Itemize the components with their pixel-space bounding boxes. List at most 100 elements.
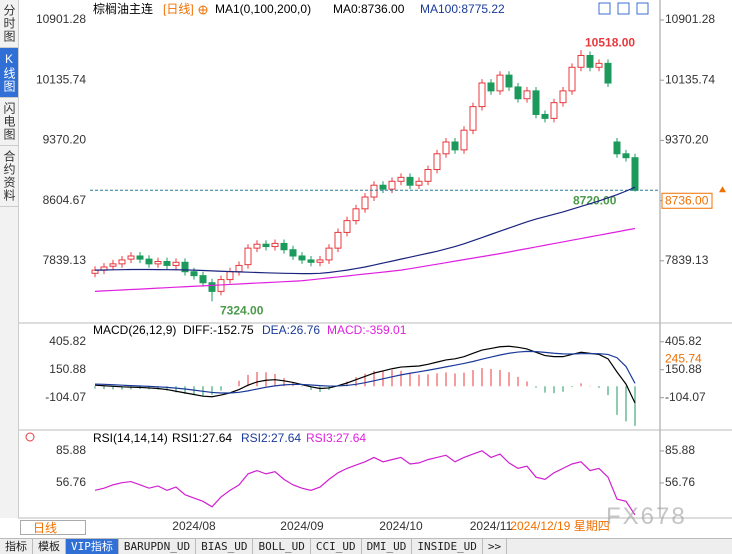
candle-body bbox=[262, 243, 270, 248]
y-tick-label: -104.07 bbox=[45, 390, 86, 404]
tab[interactable]: DMI_UD bbox=[362, 539, 413, 554]
y-tick-label: 10901.28 bbox=[36, 12, 86, 26]
y-tick-label: 85.88 bbox=[665, 443, 695, 457]
tool-icon[interactable] bbox=[636, 2, 649, 15]
candle-body bbox=[532, 90, 540, 115]
last-price-box bbox=[661, 192, 713, 209]
x-tick-label: 2024/09 bbox=[280, 519, 324, 533]
tab[interactable]: 模板 bbox=[33, 539, 66, 554]
candle-body bbox=[577, 54, 585, 68]
y-tick-label: 10135.74 bbox=[665, 72, 715, 86]
candle-body bbox=[496, 74, 504, 92]
macd-marker: 245.74 bbox=[665, 351, 702, 365]
candle-body bbox=[622, 153, 630, 159]
candle-body bbox=[298, 255, 306, 261]
tool-icon[interactable] bbox=[598, 2, 611, 15]
candle-body bbox=[595, 62, 603, 68]
tab[interactable]: BIAS_UD bbox=[196, 539, 254, 554]
x-tick-label: 2024/08 bbox=[172, 519, 216, 533]
watermark: FX678 bbox=[606, 503, 687, 530]
candle-body bbox=[388, 180, 396, 190]
candle-body bbox=[460, 129, 468, 151]
y-tick-label: 8604.67 bbox=[43, 193, 87, 207]
legend-item: RSI1:27.64 bbox=[172, 431, 232, 445]
indicator-line bbox=[94, 450, 636, 516]
tab[interactable]: BARUPDN_UD bbox=[119, 539, 197, 554]
y-tick-label: 9370.20 bbox=[665, 133, 709, 147]
legend-item: RSI2:27.64 bbox=[241, 431, 301, 445]
y-tick-label: 85.88 bbox=[56, 443, 86, 457]
period-button[interactable]: 日线 bbox=[20, 520, 86, 535]
last-price-label: 8736.00 bbox=[665, 193, 709, 207]
candle-body bbox=[451, 141, 459, 151]
y-tick-label: 150.88 bbox=[49, 362, 86, 376]
legend-item: 棕榈油主连 bbox=[93, 1, 153, 16]
candle-body bbox=[379, 184, 387, 190]
candle-body bbox=[514, 86, 522, 100]
legend-item: RSI(14,14,14) bbox=[93, 431, 168, 445]
candle-body bbox=[118, 259, 126, 265]
candle-body bbox=[334, 231, 342, 249]
candle-body bbox=[289, 249, 297, 257]
sidebar: 分时图 K线图 闪电图 合约资料 bbox=[0, 0, 19, 518]
y-tick-label: 10135.74 bbox=[36, 72, 86, 86]
y-tick-label: 150.88 bbox=[665, 362, 702, 376]
candle-body bbox=[559, 90, 567, 104]
candle-body bbox=[478, 82, 486, 108]
candle-body bbox=[127, 255, 135, 260]
legend-item: MA1(0,100,200,0) bbox=[215, 2, 311, 16]
settings-icon[interactable] bbox=[25, 432, 35, 442]
candle-body bbox=[352, 208, 360, 222]
candle-body bbox=[442, 141, 450, 155]
last-price-arrow bbox=[719, 186, 726, 193]
y-tick-label: 56.76 bbox=[56, 475, 86, 489]
candle-body bbox=[604, 62, 612, 84]
candle-body bbox=[172, 261, 180, 266]
tool-icon[interactable] bbox=[617, 2, 630, 15]
side-tab[interactable]: 闪电图 bbox=[0, 98, 18, 146]
indicator-line bbox=[94, 186, 636, 275]
candle-body bbox=[199, 275, 207, 284]
candle-body bbox=[424, 169, 432, 182]
candle-body bbox=[487, 82, 495, 92]
candle-body bbox=[415, 180, 423, 186]
tab[interactable]: INSIDE_UD bbox=[412, 539, 483, 554]
candle-body bbox=[406, 176, 414, 186]
side-tab[interactable]: K线图 bbox=[0, 48, 18, 98]
legend-item: MA0:8736.00 bbox=[333, 2, 405, 16]
y-tick-label: 56.76 bbox=[665, 475, 695, 489]
candle-body bbox=[145, 258, 153, 265]
tab[interactable]: VIP指标 bbox=[66, 539, 119, 554]
candle-body bbox=[109, 263, 117, 267]
tab[interactable]: 指标 bbox=[0, 539, 33, 554]
legend-item: MACD(26,12,9) bbox=[93, 323, 176, 337]
x-tick-label: 2024/10 bbox=[379, 519, 423, 533]
candle-body bbox=[433, 153, 441, 171]
candle-body bbox=[523, 90, 531, 100]
side-tab[interactable]: 分时图 bbox=[0, 0, 18, 48]
candle-body bbox=[568, 66, 576, 92]
y-tick-label: 9370.20 bbox=[43, 133, 87, 147]
candle-body bbox=[208, 282, 216, 292]
candle-body bbox=[541, 113, 549, 119]
candle-body bbox=[631, 157, 639, 191]
indicator-line bbox=[94, 345, 636, 404]
y-tick-label: 7839.13 bbox=[665, 253, 709, 267]
x-tick-label: 2024/11 bbox=[470, 519, 513, 533]
candle-body bbox=[235, 264, 243, 273]
candle-body bbox=[271, 242, 279, 248]
y-tick-label: -104.07 bbox=[665, 390, 706, 404]
legend-item: MA100:8775.22 bbox=[420, 2, 505, 16]
price-annotation: 7324.00 bbox=[220, 303, 264, 317]
side-tab[interactable]: 合约资料 bbox=[0, 146, 18, 207]
candle-body bbox=[343, 220, 351, 233]
tab[interactable]: CCI_UD bbox=[311, 539, 362, 554]
candle-body bbox=[190, 271, 198, 277]
candle-body bbox=[154, 261, 162, 265]
candle-body bbox=[361, 196, 369, 210]
candle-body bbox=[226, 271, 234, 281]
candle-body bbox=[469, 106, 477, 131]
tab[interactable]: BOLL_UD bbox=[253, 539, 311, 554]
tab[interactable]: >> bbox=[483, 539, 508, 554]
